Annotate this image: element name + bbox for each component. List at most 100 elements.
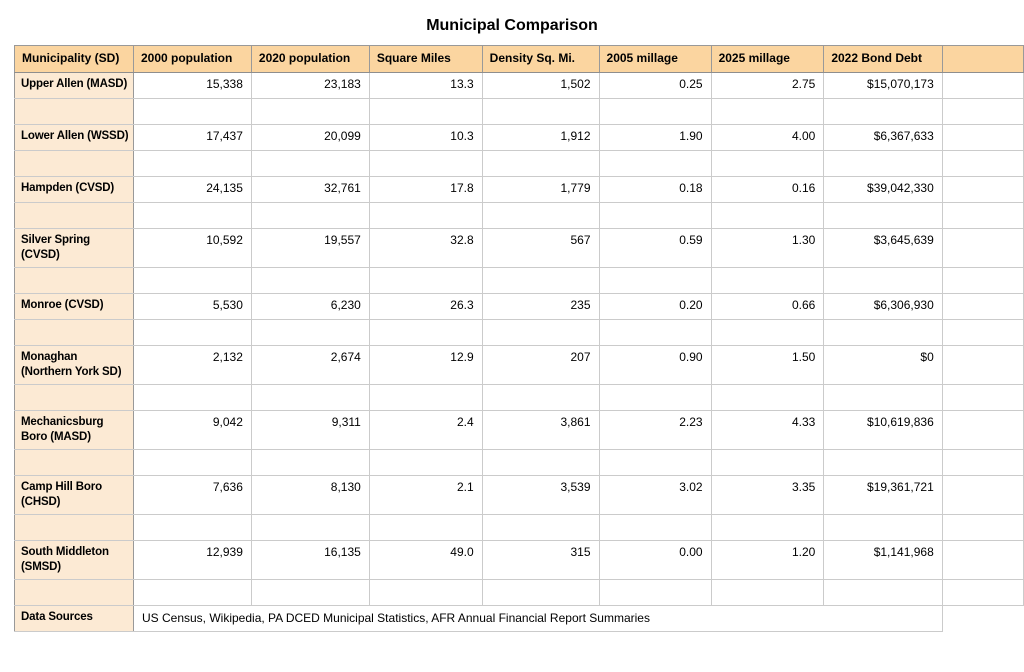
header-overflow-cell [941,45,1024,73]
table-cell: 9,042 [132,410,252,450]
spacer-cell [132,202,252,229]
spacer-cell [132,579,252,606]
table-row: Mechanicsburg Boro (MASD) 9,042 9,311 2.4 3,… [14,410,1024,450]
overflow-cell [941,124,1024,151]
overflow-cell [941,150,1024,177]
table-row: Camp Hill Boro (CHSD) 7,636 8,130 2.1 3,539 3… [14,475,1024,515]
table-cell: 235 [481,293,600,320]
spacer-cell [823,449,943,476]
spacer-cell [823,319,943,346]
spacer-cell [710,384,825,411]
spacer-cell [710,267,825,294]
spacer-cell [823,202,943,229]
spacer-cell [710,98,825,125]
table-cell: 8,130 [250,475,370,515]
overflow-cell [941,345,1024,385]
table-cell: 2.4 [368,410,483,450]
table-cell: $6,367,633 [823,124,943,151]
spacer-cell [368,319,483,346]
table-cell: 4.00 [710,124,825,151]
data-sources-label: Data Sources [14,605,134,632]
table-cell: 20,099 [250,124,370,151]
table-cell: 5,530 [132,293,252,320]
table-cell: 17,437 [132,124,252,151]
spacer-label-cell [14,514,134,541]
table-cell: 3.35 [710,475,825,515]
spacer-row [14,202,1024,229]
table-cell: 207 [481,345,600,385]
table-row: Upper Allen (MASD) 15,338 23,183 13.3 1,502 0… [14,72,1024,99]
table-cell: 1.20 [710,540,825,580]
table-cell: 13.3 [368,72,483,99]
column-header: 2020 population [250,45,370,73]
table-cell: $19,361,721 [823,475,943,515]
spacer-row [14,514,1024,541]
spacer-cell [710,202,825,229]
spacer-cell [598,514,712,541]
table-cell: 2,674 [250,345,370,385]
municipal-table: Municipality (SD) 2000 population 2020 pop… [14,45,1024,632]
table-row: South Middleton (SMSD) 12,939 16,135 49.0 31… [14,540,1024,580]
spacer-cell [710,579,825,606]
table-cell: 0.16 [710,176,825,203]
spacer-cell [368,514,483,541]
table-cell: 4.33 [710,410,825,450]
spacer-row [14,98,1024,125]
spacer-cell [368,98,483,125]
column-header: 2025 millage [710,45,825,73]
spacer-cell [823,579,943,606]
table-cell: $3,645,639 [823,228,943,268]
overflow-cell [941,98,1024,125]
row-label: Monaghan (Northern York SD) [14,345,134,385]
spacer-row [14,150,1024,177]
table-row: Monroe (CVSD) 5,530 6,230 26.3 235 0.20 0.66 $6… [14,293,1024,320]
spacer-cell [250,384,370,411]
overflow-cell [941,267,1024,294]
data-sources-text: US Census, Wikipedia, PA DCED Municipal … [132,605,943,632]
table-cell: 10,592 [132,228,252,268]
table-header: Municipality (SD) 2000 population 2020 pop… [14,45,1024,73]
spacer-cell [598,150,712,177]
spacer-row [14,267,1024,294]
overflow-cell [941,228,1024,268]
spacer-cell [598,202,712,229]
spacer-cell [598,98,712,125]
header-row: Municipality (SD) 2000 population 2020 pop… [14,45,1024,73]
spacer-label-cell [14,319,134,346]
spacer-cell [132,150,252,177]
table-cell: 15,338 [132,72,252,99]
table-cell: 32,761 [250,176,370,203]
spacer-cell [250,98,370,125]
spacer-cell [598,449,712,476]
overflow-cell [941,579,1024,606]
overflow-cell [941,449,1024,476]
table-cell: 567 [481,228,600,268]
table-cell: $15,070,173 [823,72,943,99]
table-cell: 1.90 [598,124,712,151]
spacer-cell [132,384,252,411]
row-label: Hampden (CVSD) [14,176,134,203]
spacer-cell [710,150,825,177]
spacer-cell [710,319,825,346]
spacer-cell [481,384,600,411]
column-header: 2022 Bond Debt [823,45,943,73]
table-cell: 6,230 [250,293,370,320]
table-cell: 16,135 [250,540,370,580]
spacer-cell [481,267,600,294]
table-cell: 0.90 [598,345,712,385]
overflow-cell [941,202,1024,229]
table-cell: $1,141,968 [823,540,943,580]
spacer-cell [823,384,943,411]
spacer-cell [481,579,600,606]
table-cell: 2.75 [710,72,825,99]
table-cell: 32.8 [368,228,483,268]
overflow-cell [941,293,1024,320]
table-cell: 9,311 [250,410,370,450]
table-cell: 3,539 [481,475,600,515]
overflow-cell [941,514,1024,541]
table-cell: 19,557 [250,228,370,268]
spacer-label-cell [14,579,134,606]
row-label: Mechanicsburg Boro (MASD) [14,410,134,450]
spacer-cell [368,384,483,411]
